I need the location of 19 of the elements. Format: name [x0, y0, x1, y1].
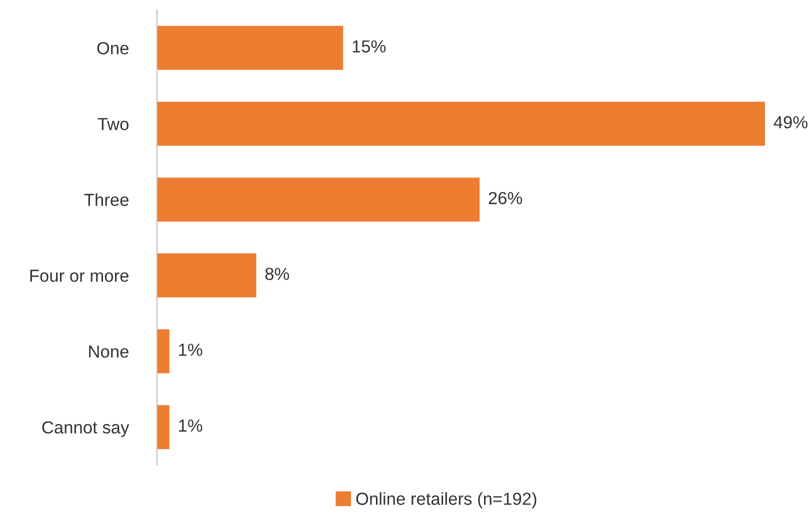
legend-label: Online retailers (n=192)	[356, 492, 536, 508]
data-label: 1%	[179, 344, 202, 356]
bar	[157, 102, 765, 146]
bar	[157, 253, 256, 298]
data-label: 8%	[265, 268, 290, 280]
bar	[157, 178, 480, 222]
data-label: 15%	[352, 40, 386, 53]
data-label: 1%	[179, 420, 202, 432]
data-label: 26%	[488, 192, 522, 204]
bar	[157, 329, 170, 374]
bar	[157, 26, 344, 70]
data-label: 49%	[774, 116, 808, 128]
y-tick-label: Cannot say	[42, 421, 130, 437]
y-tick-label: None	[89, 346, 128, 358]
bar	[157, 405, 170, 450]
y-tick-label: One	[97, 42, 128, 54]
y-tick-label: Three	[84, 193, 128, 206]
y-tick-label: Four or more	[30, 270, 128, 282]
y-tick-label: Two	[98, 118, 128, 130]
